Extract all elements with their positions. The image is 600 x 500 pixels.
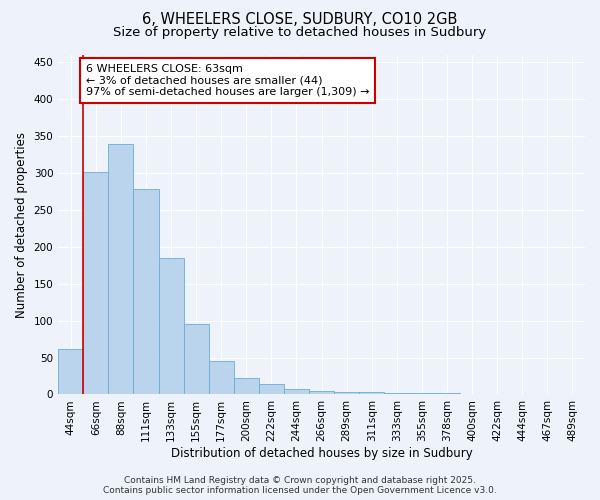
Text: Contains HM Land Registry data © Crown copyright and database right 2025.
Contai: Contains HM Land Registry data © Crown c…: [103, 476, 497, 495]
Bar: [334, 392, 359, 394]
Bar: [409, 393, 434, 394]
Bar: [309, 391, 334, 394]
Text: Size of property relative to detached houses in Sudbury: Size of property relative to detached ho…: [113, 26, 487, 39]
Bar: [259, 384, 284, 394]
Text: 6 WHEELERS CLOSE: 63sqm
← 3% of detached houses are smaller (44)
97% of semi-det: 6 WHEELERS CLOSE: 63sqm ← 3% of detached…: [86, 64, 369, 97]
Bar: [234, 378, 259, 394]
Bar: [209, 360, 234, 394]
Bar: [133, 190, 158, 394]
Bar: [158, 258, 184, 394]
Bar: [184, 324, 209, 394]
Text: 6, WHEELERS CLOSE, SUDBURY, CO10 2GB: 6, WHEELERS CLOSE, SUDBURY, CO10 2GB: [142, 12, 458, 28]
Bar: [359, 392, 385, 394]
Bar: [385, 393, 409, 394]
Y-axis label: Number of detached properties: Number of detached properties: [15, 132, 28, 318]
Bar: [109, 144, 133, 394]
X-axis label: Distribution of detached houses by size in Sudbury: Distribution of detached houses by size …: [171, 447, 472, 460]
Bar: [58, 348, 83, 395]
Bar: [434, 393, 460, 394]
Bar: [284, 388, 309, 394]
Bar: [83, 172, 109, 394]
